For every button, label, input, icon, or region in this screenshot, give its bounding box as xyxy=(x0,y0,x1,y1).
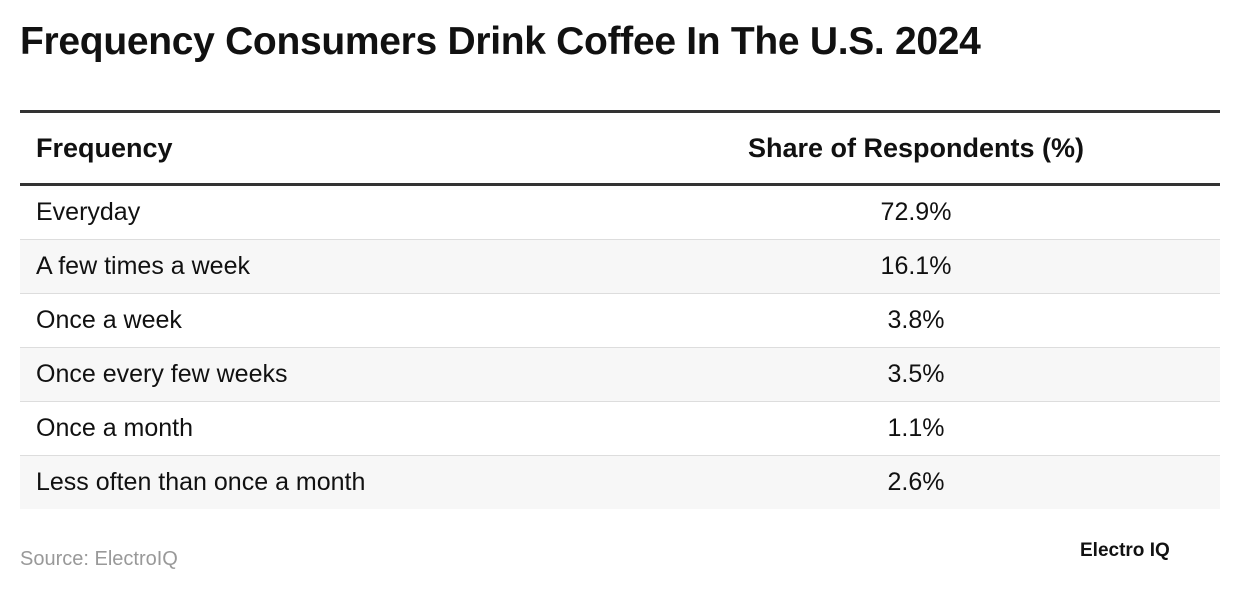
table-head: Frequency Share of Respondents (%) xyxy=(20,110,1220,186)
source: Source: ElectroIQ xyxy=(20,548,178,570)
data-table: Frequency Share of Respondents (%) Every… xyxy=(20,110,1220,509)
logo: Electro IQ xyxy=(1080,540,1170,561)
frequency-cell: Once a month xyxy=(20,401,612,456)
column-header: Share of Respondents (%) xyxy=(612,110,1220,186)
title: Frequency Consumers Drink Coffee In The … xyxy=(20,20,981,63)
header-row: Frequency Share of Respondents (%) xyxy=(20,110,1220,186)
table-row: A few times a week 16.1% xyxy=(20,239,1220,294)
table-row: Everyday 72.9% xyxy=(20,184,1220,240)
frequency-cell: A few times a week xyxy=(20,239,612,294)
share-cell: 3.8% xyxy=(612,293,1220,348)
frequency-cell: Once a week xyxy=(20,293,612,348)
table-body: Everyday 72.9% A few times a week 16.1% Once… xyxy=(20,184,1220,509)
table-row: Once a month 1.1% xyxy=(20,401,1220,456)
frequency-cell: Once every few weeks xyxy=(20,347,612,402)
table-row: Less often than once a month 2.6% xyxy=(20,455,1220,509)
column-header: Frequency xyxy=(20,110,612,186)
share-cell: 3.5% xyxy=(612,347,1220,402)
share-cell: 16.1% xyxy=(612,239,1220,294)
table-row: Once every few weeks 3.5% xyxy=(20,347,1220,402)
share-cell: 1.1% xyxy=(612,401,1220,456)
frequency-cell: Everyday xyxy=(20,184,612,240)
share-cell: 2.6% xyxy=(612,455,1220,509)
table-row: Once a week 3.8% xyxy=(20,293,1220,348)
frequency-cell: Less often than once a month xyxy=(20,455,612,509)
share-cell: 72.9% xyxy=(612,184,1220,240)
